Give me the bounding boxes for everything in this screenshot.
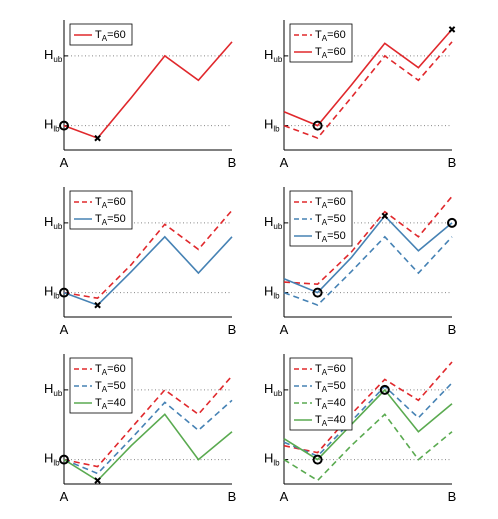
legend-box <box>69 357 133 414</box>
legend-label: TA=60 <box>315 46 346 60</box>
marker-circle <box>379 384 390 395</box>
legend-label: TA=40 <box>95 397 126 411</box>
x-tick-label-B: B <box>448 489 457 504</box>
legend-label: TA=40 <box>315 397 346 411</box>
series-line-2 <box>63 399 233 475</box>
series-line-4 <box>283 388 453 461</box>
chart-panel-6: Hlb Hub A B TA=60 TA=50 TA=40 TA=40 <box>264 354 456 504</box>
x-tick-label-B: B <box>228 322 237 337</box>
legend-label: TA=60 <box>95 196 126 210</box>
x-tick-label-A: A <box>60 322 69 337</box>
marker-circle <box>59 454 69 465</box>
y-tick-label-ub: Hub <box>44 214 63 231</box>
x-tick-label-B: B <box>228 155 237 170</box>
x-tick-label-A: A <box>280 155 289 170</box>
x-tick-label-B: B <box>448 322 457 337</box>
marker-circle <box>447 217 457 228</box>
legend-label: TA=50 <box>315 380 346 394</box>
chart-panel-1: Hlb Hub A B TA=60 <box>44 20 236 170</box>
chart-panel-4: Hlb Hub A B TA=60 TA=50 TA=50 <box>264 187 457 337</box>
series-line-3 <box>283 413 453 482</box>
y-tick-label-lb: Hlb <box>264 284 280 301</box>
y-tick-label-ub: Hub <box>264 214 283 231</box>
x-tick-label-A: A <box>60 155 69 170</box>
marker-circle <box>312 120 323 131</box>
series-line-3 <box>63 413 233 482</box>
series-line-2 <box>283 28 453 127</box>
marker-x <box>94 301 101 309</box>
series-line-1 <box>63 41 233 140</box>
x-tick-label-A: A <box>280 322 289 337</box>
legend-label: TA=60 <box>95 29 126 43</box>
legend-label: TA=60 <box>95 363 126 377</box>
marker-circle <box>59 287 69 298</box>
y-tick-label-ub: Hub <box>44 381 63 398</box>
legend-box <box>69 23 133 46</box>
marker-x <box>448 26 456 33</box>
series-line-1 <box>63 375 233 468</box>
y-tick-label-lb: Hlb <box>44 284 60 301</box>
series-line-1 <box>283 195 453 286</box>
series-line-2 <box>283 235 453 307</box>
series-line-1 <box>283 361 453 454</box>
legend-box <box>69 190 133 230</box>
y-tick-label-lb: Hlb <box>264 451 280 468</box>
marker-circle <box>59 120 69 131</box>
marker-x <box>381 212 389 220</box>
legend-box <box>289 23 353 63</box>
y-tick-label-ub: Hub <box>264 381 283 398</box>
legend-label: TA=60 <box>315 29 346 43</box>
x-tick-label-B: B <box>228 489 237 504</box>
series-line-1 <box>63 209 233 300</box>
x-tick-label-A: A <box>280 489 289 504</box>
legend-box <box>289 190 353 247</box>
x-tick-label-B: B <box>448 155 457 170</box>
legend-label: TA=40 <box>315 414 346 428</box>
legend-label: TA=50 <box>95 380 126 394</box>
legend-label: TA=50 <box>315 213 346 227</box>
chart-panel-2: Hlb Hub A B TA=60 TA=60 <box>264 20 456 170</box>
y-tick-label-lb: Hlb <box>44 451 60 468</box>
chart-panel-3: Hlb Hub A B TA=60 TA=50 <box>44 187 236 337</box>
marker-x <box>94 477 101 484</box>
chart-panel-5: Hlb Hub A B TA=60 TA=50 TA=40 <box>44 354 236 504</box>
y-tick-label-lb: Hlb <box>44 117 60 134</box>
y-tick-label-ub: Hub <box>44 47 63 64</box>
series-line-2 <box>63 235 233 307</box>
legend-label: TA=50 <box>95 213 126 227</box>
legend-label: TA=60 <box>315 196 346 210</box>
marker-circle <box>312 454 323 465</box>
legend-label: TA=60 <box>315 363 346 377</box>
legend-box <box>289 357 353 431</box>
marker-circle <box>312 287 323 298</box>
legend-label: TA=50 <box>315 230 346 244</box>
series-line-3 <box>283 214 453 294</box>
series-line-1 <box>283 41 453 140</box>
y-tick-label-ub: Hub <box>264 47 283 64</box>
marker-x <box>94 134 101 142</box>
series-line-2 <box>283 382 453 458</box>
x-tick-label-A: A <box>60 489 69 504</box>
y-tick-label-lb: Hlb <box>264 117 280 134</box>
